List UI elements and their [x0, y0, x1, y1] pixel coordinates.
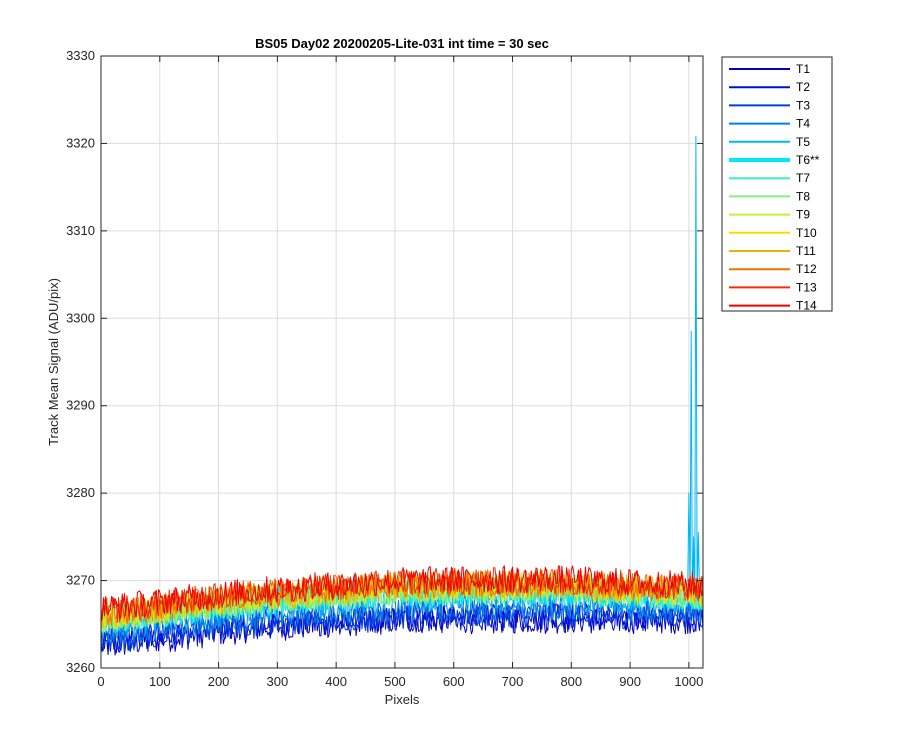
plot-area — [101, 56, 703, 668]
x-tick-label: 300 — [267, 674, 289, 689]
y-tick-label: 3310 — [66, 223, 95, 238]
series-line-1 — [101, 605, 703, 655]
legend-label: T6** — [796, 153, 820, 167]
legend-label: T1 — [796, 62, 810, 76]
x-axis-label: Pixels — [385, 692, 420, 707]
x-tick-label: 700 — [502, 674, 524, 689]
legend-label: T2 — [796, 80, 810, 94]
y-tick-label: 3330 — [66, 48, 95, 63]
x-tick-label: 400 — [325, 674, 347, 689]
legend-label: T11 — [796, 244, 816, 258]
legend-label: T3 — [796, 98, 810, 112]
plot-frame — [100, 55, 704, 669]
legend-label: T8 — [796, 189, 810, 203]
y-tick-label: 3320 — [66, 135, 95, 150]
chart-title: BS05 Day02 20200205-Lite-031 int time = … — [255, 36, 549, 51]
legend-label: T10 — [796, 226, 817, 240]
y-axis-label: Track Mean Signal (ADU/pix) — [46, 278, 61, 446]
legend-label: T4 — [796, 117, 810, 131]
x-tick-label: 500 — [384, 674, 406, 689]
series-group — [101, 135, 703, 656]
ticks: 0 100 200 300 400 500 600 700 800 900 1000 3260 3270… — [66, 48, 703, 689]
x-tick-label: 200 — [208, 674, 230, 689]
legend-label: T12 — [796, 262, 817, 276]
series-line-14 — [101, 565, 703, 622]
y-tick-label: 3290 — [66, 398, 95, 413]
x-tick-label: 900 — [619, 674, 641, 689]
legend[interactable]: T1 T2 T3 T4 T5 T6** T7 T8 T9 T10 T11 T12 T13 T14 — [721, 56, 833, 313]
legend-items: T1 T2 T3 T4 T5 T6** T7 T8 T9 T10 T11 T12 T13 T14 — [729, 62, 820, 313]
series-line-12 — [101, 568, 703, 626]
x-tick-label: 100 — [149, 674, 171, 689]
y-tick-label: 3280 — [66, 485, 95, 500]
x-tick-label: 0 — [97, 674, 104, 689]
legend-label: T13 — [796, 280, 817, 294]
y-tick-label: 3270 — [66, 573, 95, 588]
legend-label: T7 — [796, 171, 810, 185]
legend-label: T14 — [796, 299, 817, 313]
x-tick-label: 600 — [443, 674, 465, 689]
y-tick-label: 3300 — [66, 310, 95, 325]
legend-label: T9 — [796, 208, 810, 222]
x-tick-label: 800 — [560, 674, 582, 689]
y-tick-label: 3260 — [66, 660, 95, 675]
legend-label: T5 — [796, 135, 810, 149]
x-tick-label: 1000 — [674, 674, 703, 689]
